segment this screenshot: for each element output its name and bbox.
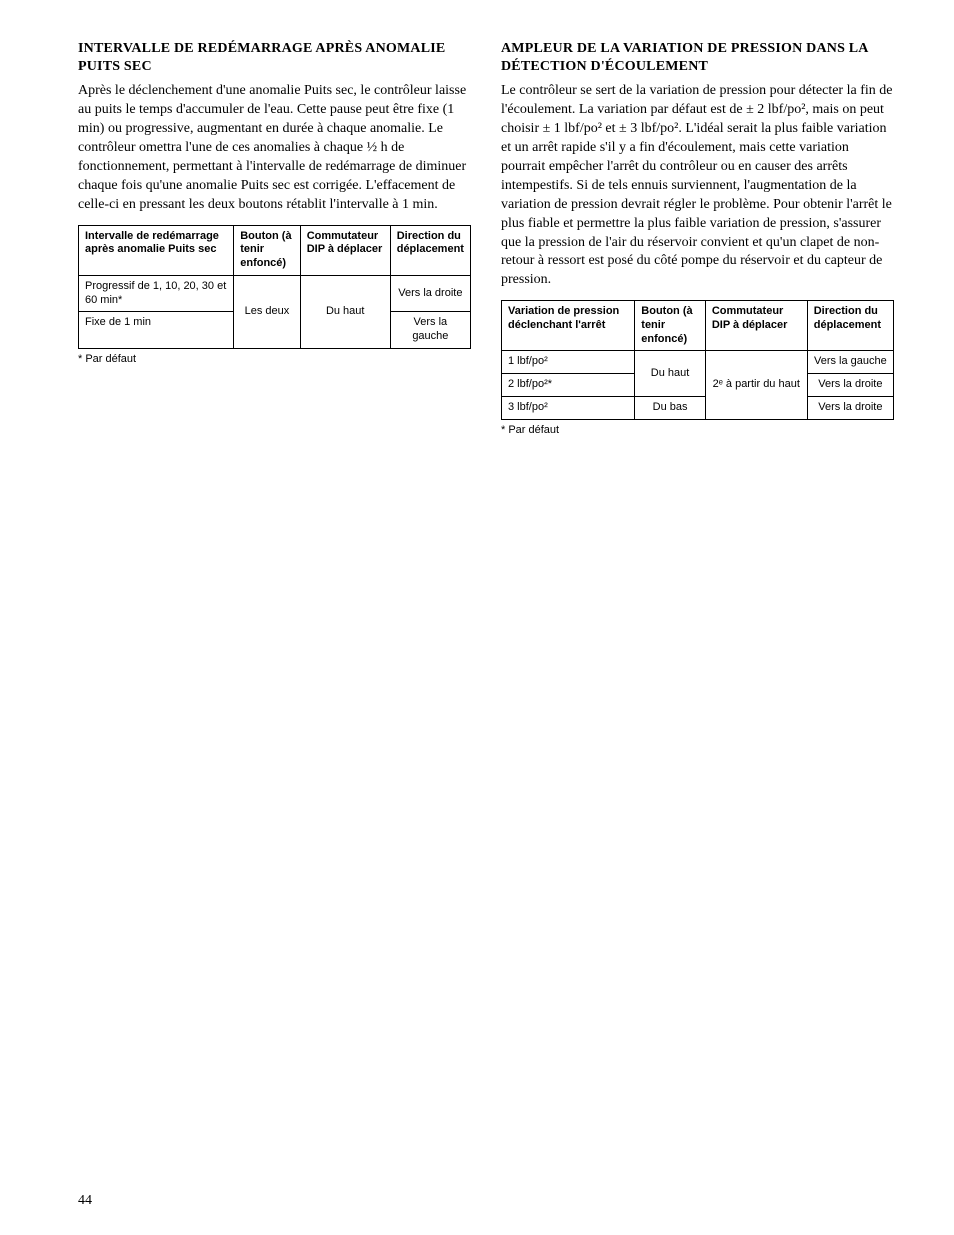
right-td-r2c1: 2 lbf/po²*: [502, 374, 635, 397]
right-td-r3c2: Du bas: [635, 396, 706, 419]
right-th-button: Bouton (à tenir enfoncé): [635, 301, 706, 351]
right-th-variation: Variation de pression déclenchant l'arrê…: [502, 301, 635, 351]
left-th-direction: Direction du déplacement: [390, 225, 470, 275]
left-body-paragraph: Après le déclenchement d'une anomalie Pu…: [78, 82, 471, 214]
document-page: INTERVALLE DE REDÉMARRAGE APRÈS ANOMALIE…: [0, 0, 954, 1235]
left-td-r2c4: Vers la gauche: [390, 312, 470, 349]
right-td-r1c4: Vers la gauche: [807, 351, 893, 374]
right-footnote: * Par défaut: [501, 424, 894, 436]
right-td-r3c1: 3 lbf/po²: [502, 396, 635, 419]
left-th-button: Bouton (à tenir enfoncé): [234, 225, 300, 275]
right-th-direction: Direction du déplacement: [807, 301, 893, 351]
left-td-r1c1: Progressif de 1, 10, 20, 30 et 60 min*: [79, 275, 234, 312]
right-td-r1c1: 1 lbf/po²: [502, 351, 635, 374]
left-table: Intervalle de redémarrage après anomalie…: [78, 225, 471, 349]
left-heading: INTERVALLE DE REDÉMARRAGE APRÈS ANOMALIE…: [78, 40, 471, 76]
right-table: Variation de pression déclenchant l'arrê…: [501, 300, 894, 420]
table-row: Progressif de 1, 10, 20, 30 et 60 min* L…: [79, 275, 471, 312]
right-td-r1c2: Du haut: [635, 351, 706, 397]
left-column: INTERVALLE DE REDÉMARRAGE APRÈS ANOMALIE…: [78, 40, 471, 436]
right-td-r2c4: Vers la droite: [807, 374, 893, 397]
right-td-r3c4: Vers la droite: [807, 396, 893, 419]
left-footnote: * Par défaut: [78, 353, 471, 365]
table-row: 3 lbf/po² Du bas Vers la droite: [502, 396, 894, 419]
right-body-paragraph: Le contrôleur se sert de la variation de…: [501, 82, 894, 290]
table-row: 1 lbf/po² Du haut 2ᵉ à partir du haut Ve…: [502, 351, 894, 374]
two-column-layout: INTERVALLE DE REDÉMARRAGE APRÈS ANOMALIE…: [78, 40, 894, 436]
left-th-dip: Commutateur DIP à déplacer: [300, 225, 390, 275]
page-number: 44: [78, 1193, 92, 1209]
left-th-interval: Intervalle de redémarrage après anomalie…: [79, 225, 234, 275]
right-column: AMPLEUR DE LA VARIATION DE PRESSION DANS…: [501, 40, 894, 436]
left-td-r1c4: Vers la droite: [390, 275, 470, 312]
right-heading: AMPLEUR DE LA VARIATION DE PRESSION DANS…: [501, 40, 894, 76]
left-td-r1c2: Les deux: [234, 275, 300, 348]
left-td-r2c1: Fixe de 1 min: [79, 312, 234, 349]
left-td-r1c3: Du haut: [300, 275, 390, 348]
right-td-r1c3: 2ᵉ à partir du haut: [705, 351, 807, 419]
right-th-dip: Commutateur DIP à déplacer: [705, 301, 807, 351]
table-header-row: Intervalle de redémarrage après anomalie…: [79, 225, 471, 275]
table-header-row: Variation de pression déclenchant l'arrê…: [502, 301, 894, 351]
